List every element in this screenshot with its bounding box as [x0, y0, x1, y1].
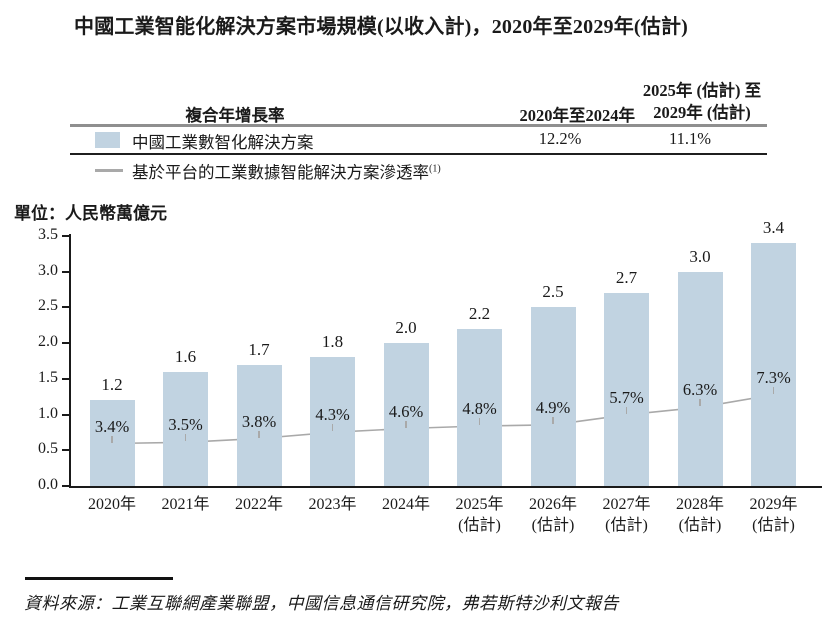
bar: [89, 400, 135, 486]
penetration-pct-label: 7.3%: [756, 367, 791, 387]
penetration-pct-label: 4.8%: [462, 399, 497, 418]
bar-value-label: 2.5: [542, 282, 564, 302]
penetration-line: [111, 394, 774, 445]
y-axis-label: 1.0: [38, 404, 58, 422]
x-axis-label: 2025年 (估計): [455, 496, 504, 534]
bar-value-label: 2.7: [615, 268, 638, 288]
bar-value-label: 2.0: [395, 318, 417, 338]
x-axis-label: 2029年 (估計): [749, 496, 798, 534]
x-axis-label: 2028年 (估計): [675, 496, 724, 534]
penetration-pct-label: 4.9%: [535, 397, 571, 417]
pct-leader-tick: [184, 434, 187, 442]
penetration-pct-label: 3.5%: [168, 415, 203, 435]
penetration-pct-label: 5.7%: [609, 387, 644, 407]
bar-value-label: 3.4: [762, 218, 785, 238]
table-rule-top: [70, 124, 767, 127]
pct-leader-tick: [478, 418, 481, 425]
y-axis-tick: [62, 270, 69, 273]
x-axis-label: 2024年: [381, 496, 430, 513]
table-row: 中國工業數智化解決方案 12.2% 11.1%: [70, 129, 767, 152]
penetration-pct-label: 6.3%: [682, 380, 718, 400]
source-note: 資料來源：工業互聯網產業聯盟，中國信息通信研究院，弗若斯特沙利文報告: [24, 594, 619, 613]
y-axis-label: 0.5: [38, 440, 58, 458]
x-axis: [69, 486, 822, 488]
bar: [457, 328, 502, 486]
bar: [383, 343, 429, 486]
x-axis-label: 2021年: [161, 496, 210, 513]
cagr-table: 複合年增長率 2020年至2024年 2025年 (估計) 至 2029年 (估…: [70, 74, 767, 186]
cagr-value-2020-2024: 12.2%: [538, 129, 582, 148]
bar-value-label: 1.8: [321, 332, 344, 352]
table-header-period-2-line1: 2025年 (估計) 至: [642, 81, 762, 100]
bar-value-label: 1.2: [101, 375, 123, 395]
bar: [751, 243, 796, 486]
pct-leader-tick: [111, 435, 113, 443]
bar-value-label: 1.6: [174, 346, 197, 366]
unit-label: 單位：人民幣萬億元: [14, 204, 167, 223]
y-axis-tick: [62, 234, 69, 237]
legend-bar-swatch: [95, 132, 120, 148]
y-axis-label: 2.5: [38, 297, 58, 315]
penetration-pct-label: 3.8%: [241, 411, 277, 431]
cagr-value-2025-2029: 11.1%: [668, 129, 711, 148]
x-axis-label: 2026年 (估計): [528, 496, 577, 534]
bar: [163, 371, 208, 486]
y-axis: [69, 234, 71, 488]
y-axis-tick: [62, 413, 69, 416]
y-axis-tick: [62, 485, 69, 487]
bar: [530, 307, 576, 486]
footnote-rule: [25, 577, 173, 580]
bar: [677, 271, 723, 486]
pct-leader-tick: [331, 424, 334, 432]
legend-line-label: 基於平台的工業數據智能解決方案滲透率(1): [132, 163, 441, 182]
x-axis-label: 2022年: [234, 496, 283, 513]
y-axis-label: 1.5: [38, 368, 58, 386]
legend-bar-label: 中國工業數智化解決方案: [132, 133, 314, 152]
pct-leader-tick: [772, 386, 775, 394]
y-axis-tick: [62, 377, 69, 380]
bar-value-label: 3.0: [689, 246, 711, 266]
y-axis-tick: [62, 449, 69, 452]
y-axis-label: 3.0: [38, 261, 58, 279]
table-rule-bottom: [70, 153, 767, 155]
chart-title: 中國工業智能化解決方案市場規模(以收入計)，2020年至2029年(估計): [74, 16, 689, 38]
y-axis-label: 2.0: [38, 333, 58, 351]
y-axis-label: 3.5: [38, 225, 58, 243]
footnote-marker: (1): [429, 163, 441, 175]
pct-leader-tick: [625, 406, 628, 414]
table-header-period-2-line2: 2029年 (估計): [653, 103, 751, 122]
y-axis-tick: [62, 306, 69, 309]
table-header-period-2: 2025年 (估計) 至 2029年 (估計): [637, 80, 767, 124]
table-header-period-1: 2020年至2024年: [519, 106, 636, 125]
pct-leader-tick: [699, 399, 701, 407]
bar: [236, 364, 282, 486]
pct-leader-tick: [552, 416, 554, 424]
x-axis-label: 2027年 (估計): [602, 496, 651, 534]
y-axis-tick: [62, 342, 69, 345]
table-row: 基於平台的工業數據智能解決方案滲透率(1): [70, 159, 767, 183]
x-axis-label: 2020年: [87, 496, 136, 513]
pct-leader-tick: [405, 420, 407, 428]
y-axis-label: 0.0: [38, 476, 58, 493]
bar-value-label: 1.7: [248, 339, 270, 359]
table-header-cagr: 複合年增長率: [185, 106, 285, 125]
x-axis-label: 2023年: [308, 496, 357, 513]
penetration-pct-label: 4.3%: [315, 405, 350, 425]
bar-value-label: 2.2: [468, 303, 491, 323]
pct-leader-tick: [258, 430, 260, 438]
bar: [310, 357, 355, 486]
penetration-pct-label: 3.4%: [94, 416, 130, 436]
bar: [604, 293, 649, 486]
legend-line-swatch: [95, 169, 123, 172]
penetration-pct-label: 4.6%: [388, 401, 424, 421]
